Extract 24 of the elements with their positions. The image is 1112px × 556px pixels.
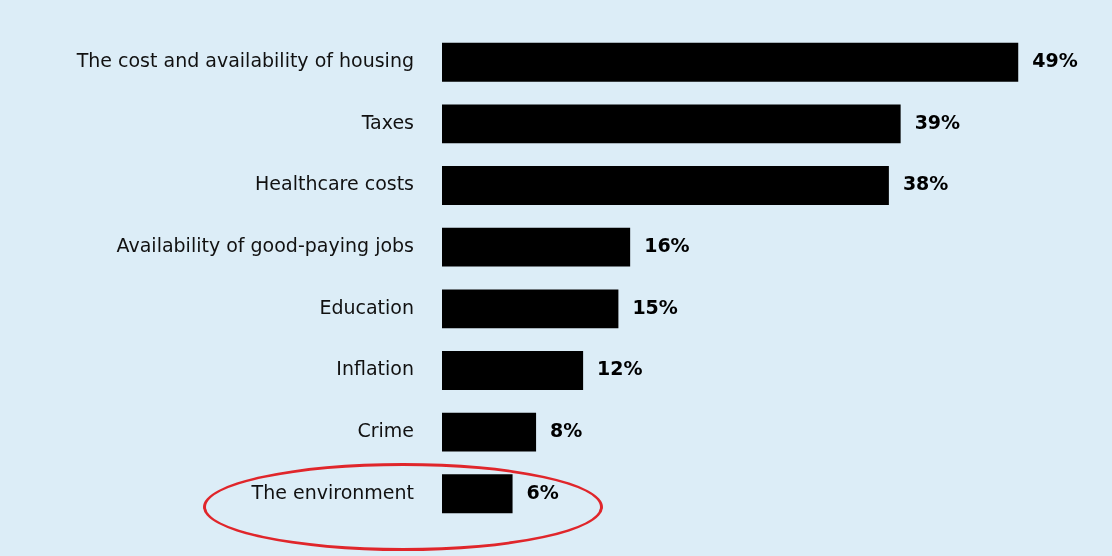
y-tick-label: Crime: [357, 419, 414, 442]
bar: [442, 351, 584, 390]
data-label: 12%: [597, 357, 643, 380]
data-label: 39%: [914, 110, 961, 133]
y-tick-label: The environment: [250, 480, 414, 503]
bar: [442, 104, 901, 144]
y-tick-label: Healthcare costs: [255, 172, 414, 195]
data-label: 15%: [632, 295, 678, 318]
data-label: 49%: [1032, 49, 1078, 72]
data-label: 38%: [902, 172, 949, 195]
y-tick-label: Taxes: [360, 110, 414, 133]
bar: [442, 289, 619, 329]
data-label: 6%: [526, 480, 559, 503]
y-tick-label: Education: [319, 295, 414, 318]
bar: [442, 166, 889, 205]
data-label: 8%: [550, 419, 583, 442]
y-tick-label: Inflation: [336, 357, 414, 380]
data-label: 16%: [644, 234, 690, 257]
y-tick-label: Availability of good-paying jobs: [116, 234, 414, 257]
bar: [442, 412, 537, 452]
bar: [442, 227, 631, 267]
bar: [442, 42, 1019, 82]
y-tick-label: The cost and availability of housing: [75, 49, 414, 72]
bar: [442, 474, 513, 514]
